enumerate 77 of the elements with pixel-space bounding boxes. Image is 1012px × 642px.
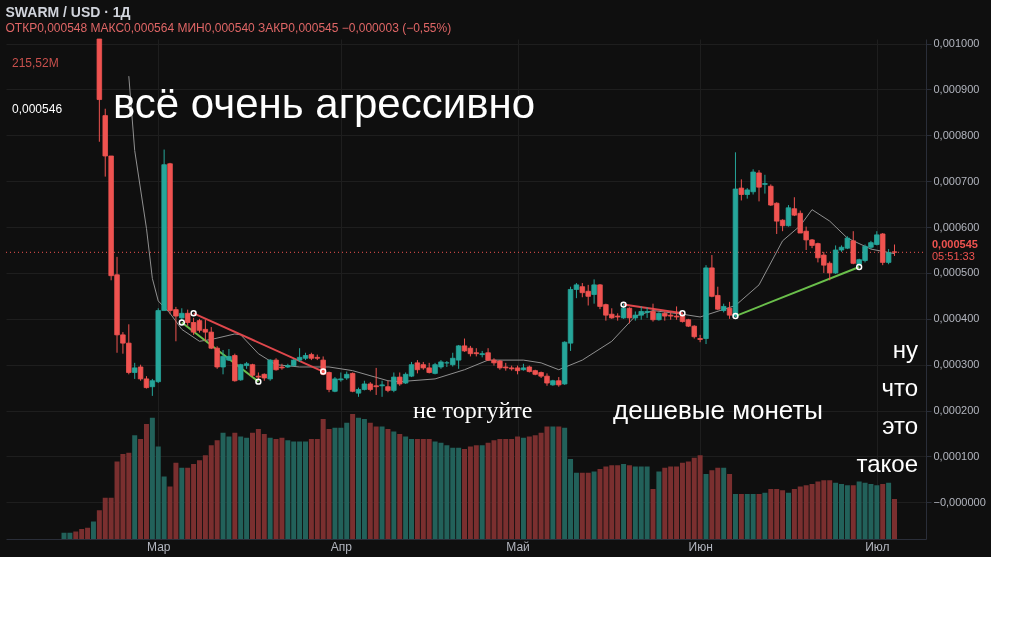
bar (520, 437, 526, 539)
candlestick (785, 204, 792, 228)
point (732, 312, 739, 320)
bar (391, 431, 397, 539)
point (255, 378, 262, 385)
annotation: всё очень агрессивно (113, 80, 536, 127)
bar (179, 467, 185, 539)
bar (656, 471, 662, 539)
bar (732, 494, 738, 539)
bar (621, 464, 627, 539)
annotation: ну что это такое (856, 336, 918, 477)
bar (892, 499, 897, 539)
candlestick (850, 230, 856, 265)
bar (479, 445, 485, 539)
bar (738, 494, 744, 539)
bar (886, 482, 892, 539)
bar (132, 435, 138, 539)
x-tick-label: Апр (330, 539, 353, 554)
bar (727, 474, 733, 539)
y-tick-label: 0,000300 (933, 358, 980, 371)
bar (703, 474, 709, 539)
candlestick (591, 278, 597, 305)
point (620, 301, 627, 308)
bar (90, 521, 96, 539)
bar (721, 467, 727, 539)
x-tick-label: Июн (688, 539, 713, 554)
bar (232, 432, 238, 539)
y-tick-label: 0,001000 (933, 37, 980, 50)
y-tick-label: 0,000100 (933, 449, 980, 462)
y-tick-label: 0,000600 (933, 220, 980, 233)
annotation: не торгуйте (413, 397, 533, 423)
bar (550, 426, 556, 539)
bar (650, 489, 656, 539)
y-tick-label: −0,000000 (933, 495, 986, 508)
bar (591, 471, 597, 539)
candlestick (267, 358, 273, 382)
bar (267, 437, 273, 539)
y-tick-label: 0,000500 (933, 266, 980, 279)
candlestick (385, 380, 391, 393)
text: 215,52M (12, 56, 59, 70)
y-tick-label: 0,000800 (933, 128, 980, 141)
bar (880, 484, 886, 539)
bar (762, 492, 768, 539)
annotation: дешевые монеты (613, 395, 824, 425)
candlestick (738, 178, 745, 201)
bar (556, 426, 562, 539)
bar (785, 492, 791, 539)
x-tick-label: Июл (865, 539, 890, 554)
candlestick (762, 174, 768, 195)
y-tick-label: 0,000900 (933, 82, 980, 95)
text: 05:51:33 (932, 250, 975, 263)
candlestick (379, 380, 385, 398)
candlestick (697, 334, 703, 343)
chart-title: SWARM / USD · 1Д (5, 3, 131, 20)
bar (756, 494, 762, 539)
y-tick-label: 0,000400 (933, 312, 980, 325)
ref-line-label: 0,000545 (932, 238, 978, 251)
point (319, 368, 327, 375)
point (178, 319, 186, 326)
annotation: 0,000546 (12, 102, 63, 116)
bar (626, 465, 632, 539)
x-tick-label: Мар (147, 539, 171, 554)
x-tick-label: Май (506, 539, 530, 554)
bar (385, 429, 391, 539)
point (679, 310, 686, 317)
bar (397, 434, 403, 539)
bar (350, 414, 356, 539)
point (855, 263, 863, 271)
candlestick (756, 169, 762, 202)
y-tick-label: 0,000700 (933, 174, 980, 187)
y-tick-label: 0,000200 (933, 404, 980, 417)
chart-subtitle: ОТКР0,000548 МАКС0,000564 МИН0,000540 ЗАКР0,000545 −0,000003 (−0,55%) (5, 20, 452, 35)
candlestick (650, 303, 656, 323)
candlestick (391, 371, 397, 393)
bar (850, 485, 856, 539)
bar (379, 426, 385, 539)
point (190, 310, 197, 317)
